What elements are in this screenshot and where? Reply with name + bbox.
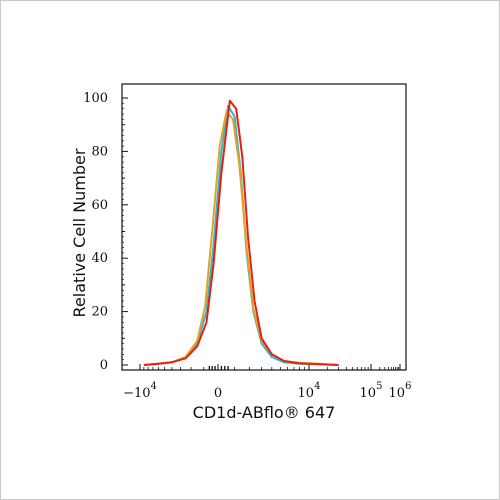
- axes: 0 20 40 60 80 100 −104 0 104 105 106: [83, 83, 412, 401]
- y-tick-label: 20: [91, 305, 108, 320]
- x-tick-label: 105: [360, 381, 383, 401]
- y-tick-label: 80: [91, 144, 108, 159]
- x-tick-label: −104: [123, 381, 157, 401]
- x-axis-label: CD1d-ABflo® 647: [193, 403, 336, 422]
- x-tick-exponent: 5: [376, 381, 382, 392]
- x-tick-label: 104: [298, 381, 321, 401]
- series-layer: [143, 99, 339, 366]
- y-tick-label: 100: [83, 91, 108, 106]
- x-tick-exponent: 6: [405, 381, 411, 392]
- x-tick-label: 106: [389, 381, 412, 401]
- y-axis-label: Relative Cell Number: [70, 148, 89, 317]
- y-tick-label: 0: [100, 358, 108, 373]
- plot-border: [121, 83, 407, 371]
- y-tick-label: 60: [91, 198, 108, 213]
- x-tick-exponent: 4: [151, 381, 157, 392]
- y-tick-label: 40: [91, 251, 108, 266]
- x-tick-exponent: 4: [314, 381, 320, 392]
- series-line-3: [143, 99, 339, 366]
- x-tick-label: 0: [214, 386, 222, 401]
